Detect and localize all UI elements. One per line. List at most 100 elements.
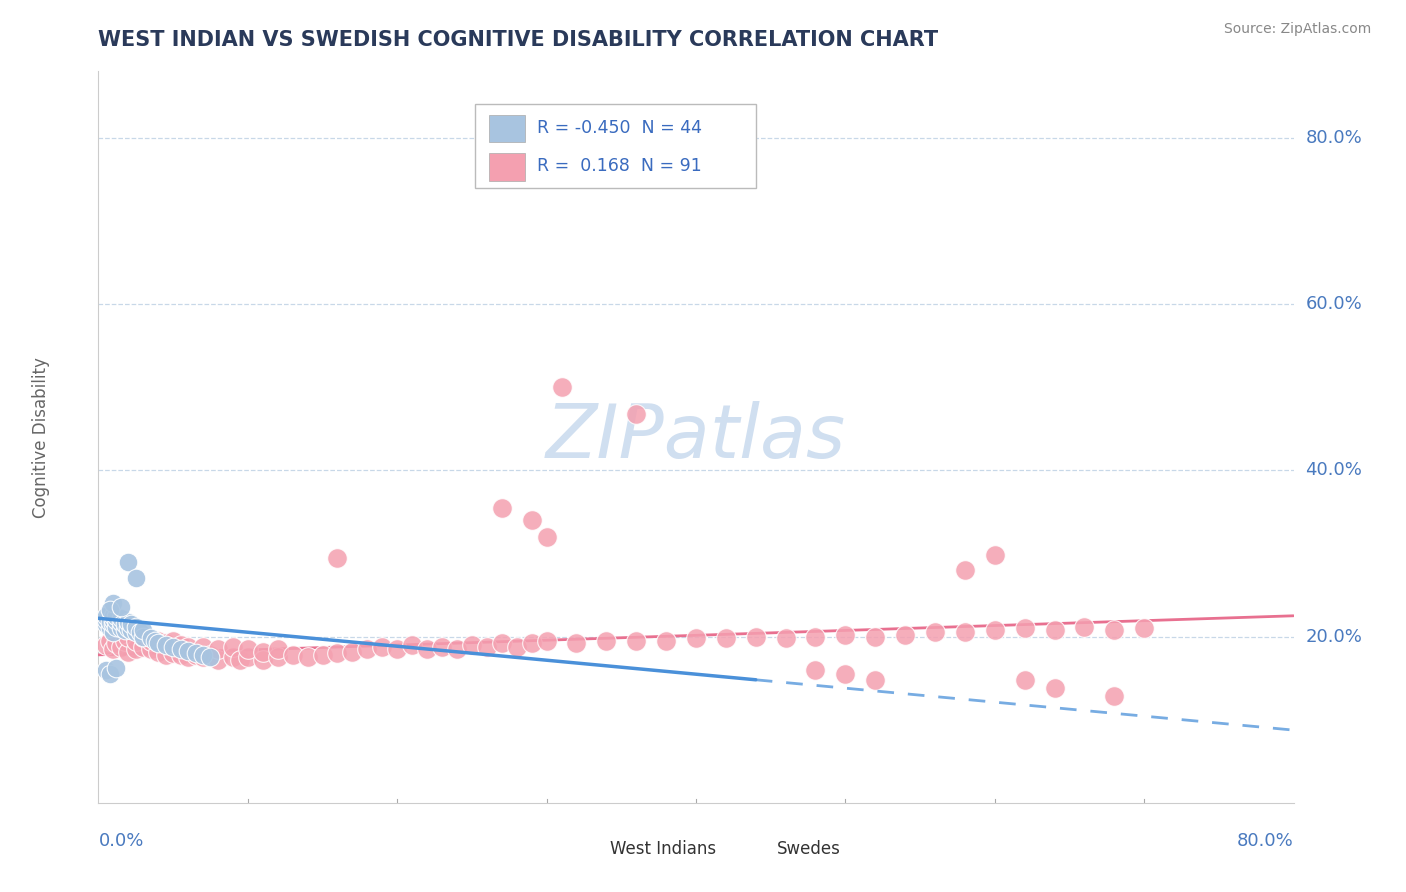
FancyBboxPatch shape xyxy=(475,104,756,188)
Point xyxy=(550,380,572,394)
Point xyxy=(169,648,191,662)
Point xyxy=(120,617,142,632)
Point xyxy=(125,571,148,585)
Point xyxy=(132,623,155,637)
Text: 40.0%: 40.0% xyxy=(1306,461,1362,479)
Point xyxy=(191,640,214,654)
Point xyxy=(775,632,797,646)
Point xyxy=(114,617,136,632)
Point xyxy=(105,636,128,650)
Point xyxy=(110,611,132,625)
Point xyxy=(94,617,117,632)
Point xyxy=(169,638,191,652)
Point xyxy=(1043,681,1066,695)
Point xyxy=(191,648,214,662)
Point xyxy=(506,640,529,654)
Text: R = -0.450  N = 44: R = -0.450 N = 44 xyxy=(537,119,702,136)
Point xyxy=(132,640,155,654)
Point xyxy=(222,650,245,665)
Point xyxy=(117,630,139,644)
Point xyxy=(207,642,229,657)
Point xyxy=(177,643,200,657)
Point xyxy=(98,633,122,648)
Point xyxy=(745,630,768,644)
Point xyxy=(865,673,887,687)
Point xyxy=(984,548,1007,562)
Point xyxy=(1014,621,1036,635)
Point xyxy=(267,650,290,665)
Point xyxy=(297,650,319,665)
Point xyxy=(117,644,139,658)
Point xyxy=(132,630,155,644)
Text: 60.0%: 60.0% xyxy=(1306,295,1362,313)
Point xyxy=(105,613,128,627)
Point xyxy=(177,640,200,654)
Point xyxy=(626,633,648,648)
Point xyxy=(1133,621,1156,635)
Text: 80.0%: 80.0% xyxy=(1237,832,1294,850)
Point xyxy=(139,633,162,648)
Point xyxy=(326,646,349,660)
Point xyxy=(984,623,1007,637)
Point xyxy=(595,633,617,648)
Point xyxy=(105,608,128,623)
FancyBboxPatch shape xyxy=(571,839,605,858)
Point xyxy=(475,640,498,654)
Point xyxy=(252,653,274,667)
Point xyxy=(98,621,122,635)
Point xyxy=(155,638,177,652)
Point xyxy=(184,648,207,662)
Point xyxy=(169,642,191,657)
Point xyxy=(110,640,132,654)
Text: Cognitive Disability: Cognitive Disability xyxy=(32,357,51,517)
Text: Swedes: Swedes xyxy=(778,840,841,858)
Text: 20.0%: 20.0% xyxy=(1306,628,1362,646)
Point xyxy=(326,550,349,565)
Point xyxy=(94,663,117,677)
Point xyxy=(685,632,707,646)
Point xyxy=(125,625,148,640)
Point xyxy=(117,555,139,569)
Point xyxy=(191,650,214,665)
Point xyxy=(110,621,132,635)
Point xyxy=(110,615,132,629)
Point xyxy=(1014,673,1036,687)
Point xyxy=(125,619,148,633)
Point xyxy=(536,530,558,544)
Point xyxy=(162,640,184,654)
Point xyxy=(342,644,364,658)
Point xyxy=(565,636,588,650)
Point xyxy=(155,636,177,650)
Text: ZIPatlas: ZIPatlas xyxy=(546,401,846,473)
Text: Source: ZipAtlas.com: Source: ZipAtlas.com xyxy=(1223,22,1371,37)
Point xyxy=(491,636,513,650)
Point xyxy=(714,632,737,646)
Point xyxy=(110,600,132,615)
Point xyxy=(401,638,423,652)
Point xyxy=(129,625,152,640)
Point xyxy=(103,608,125,623)
Point xyxy=(430,640,453,654)
Point xyxy=(865,630,887,644)
Point xyxy=(114,623,136,637)
Point xyxy=(117,615,139,629)
Point xyxy=(200,650,222,665)
Point xyxy=(281,648,304,662)
Point xyxy=(446,642,468,657)
Text: R =  0.168  N = 91: R = 0.168 N = 91 xyxy=(537,158,702,176)
Point xyxy=(371,640,394,654)
Point xyxy=(834,667,856,681)
Point xyxy=(953,563,976,577)
Point xyxy=(385,642,409,657)
Point xyxy=(207,653,229,667)
Point xyxy=(103,596,125,610)
Point xyxy=(125,642,148,657)
Point xyxy=(491,500,513,515)
Point xyxy=(655,633,678,648)
Point xyxy=(103,617,125,632)
Point xyxy=(416,642,439,657)
Point xyxy=(924,625,946,640)
Text: 0.0%: 0.0% xyxy=(98,832,143,850)
Point xyxy=(200,648,222,662)
Point xyxy=(98,615,122,629)
